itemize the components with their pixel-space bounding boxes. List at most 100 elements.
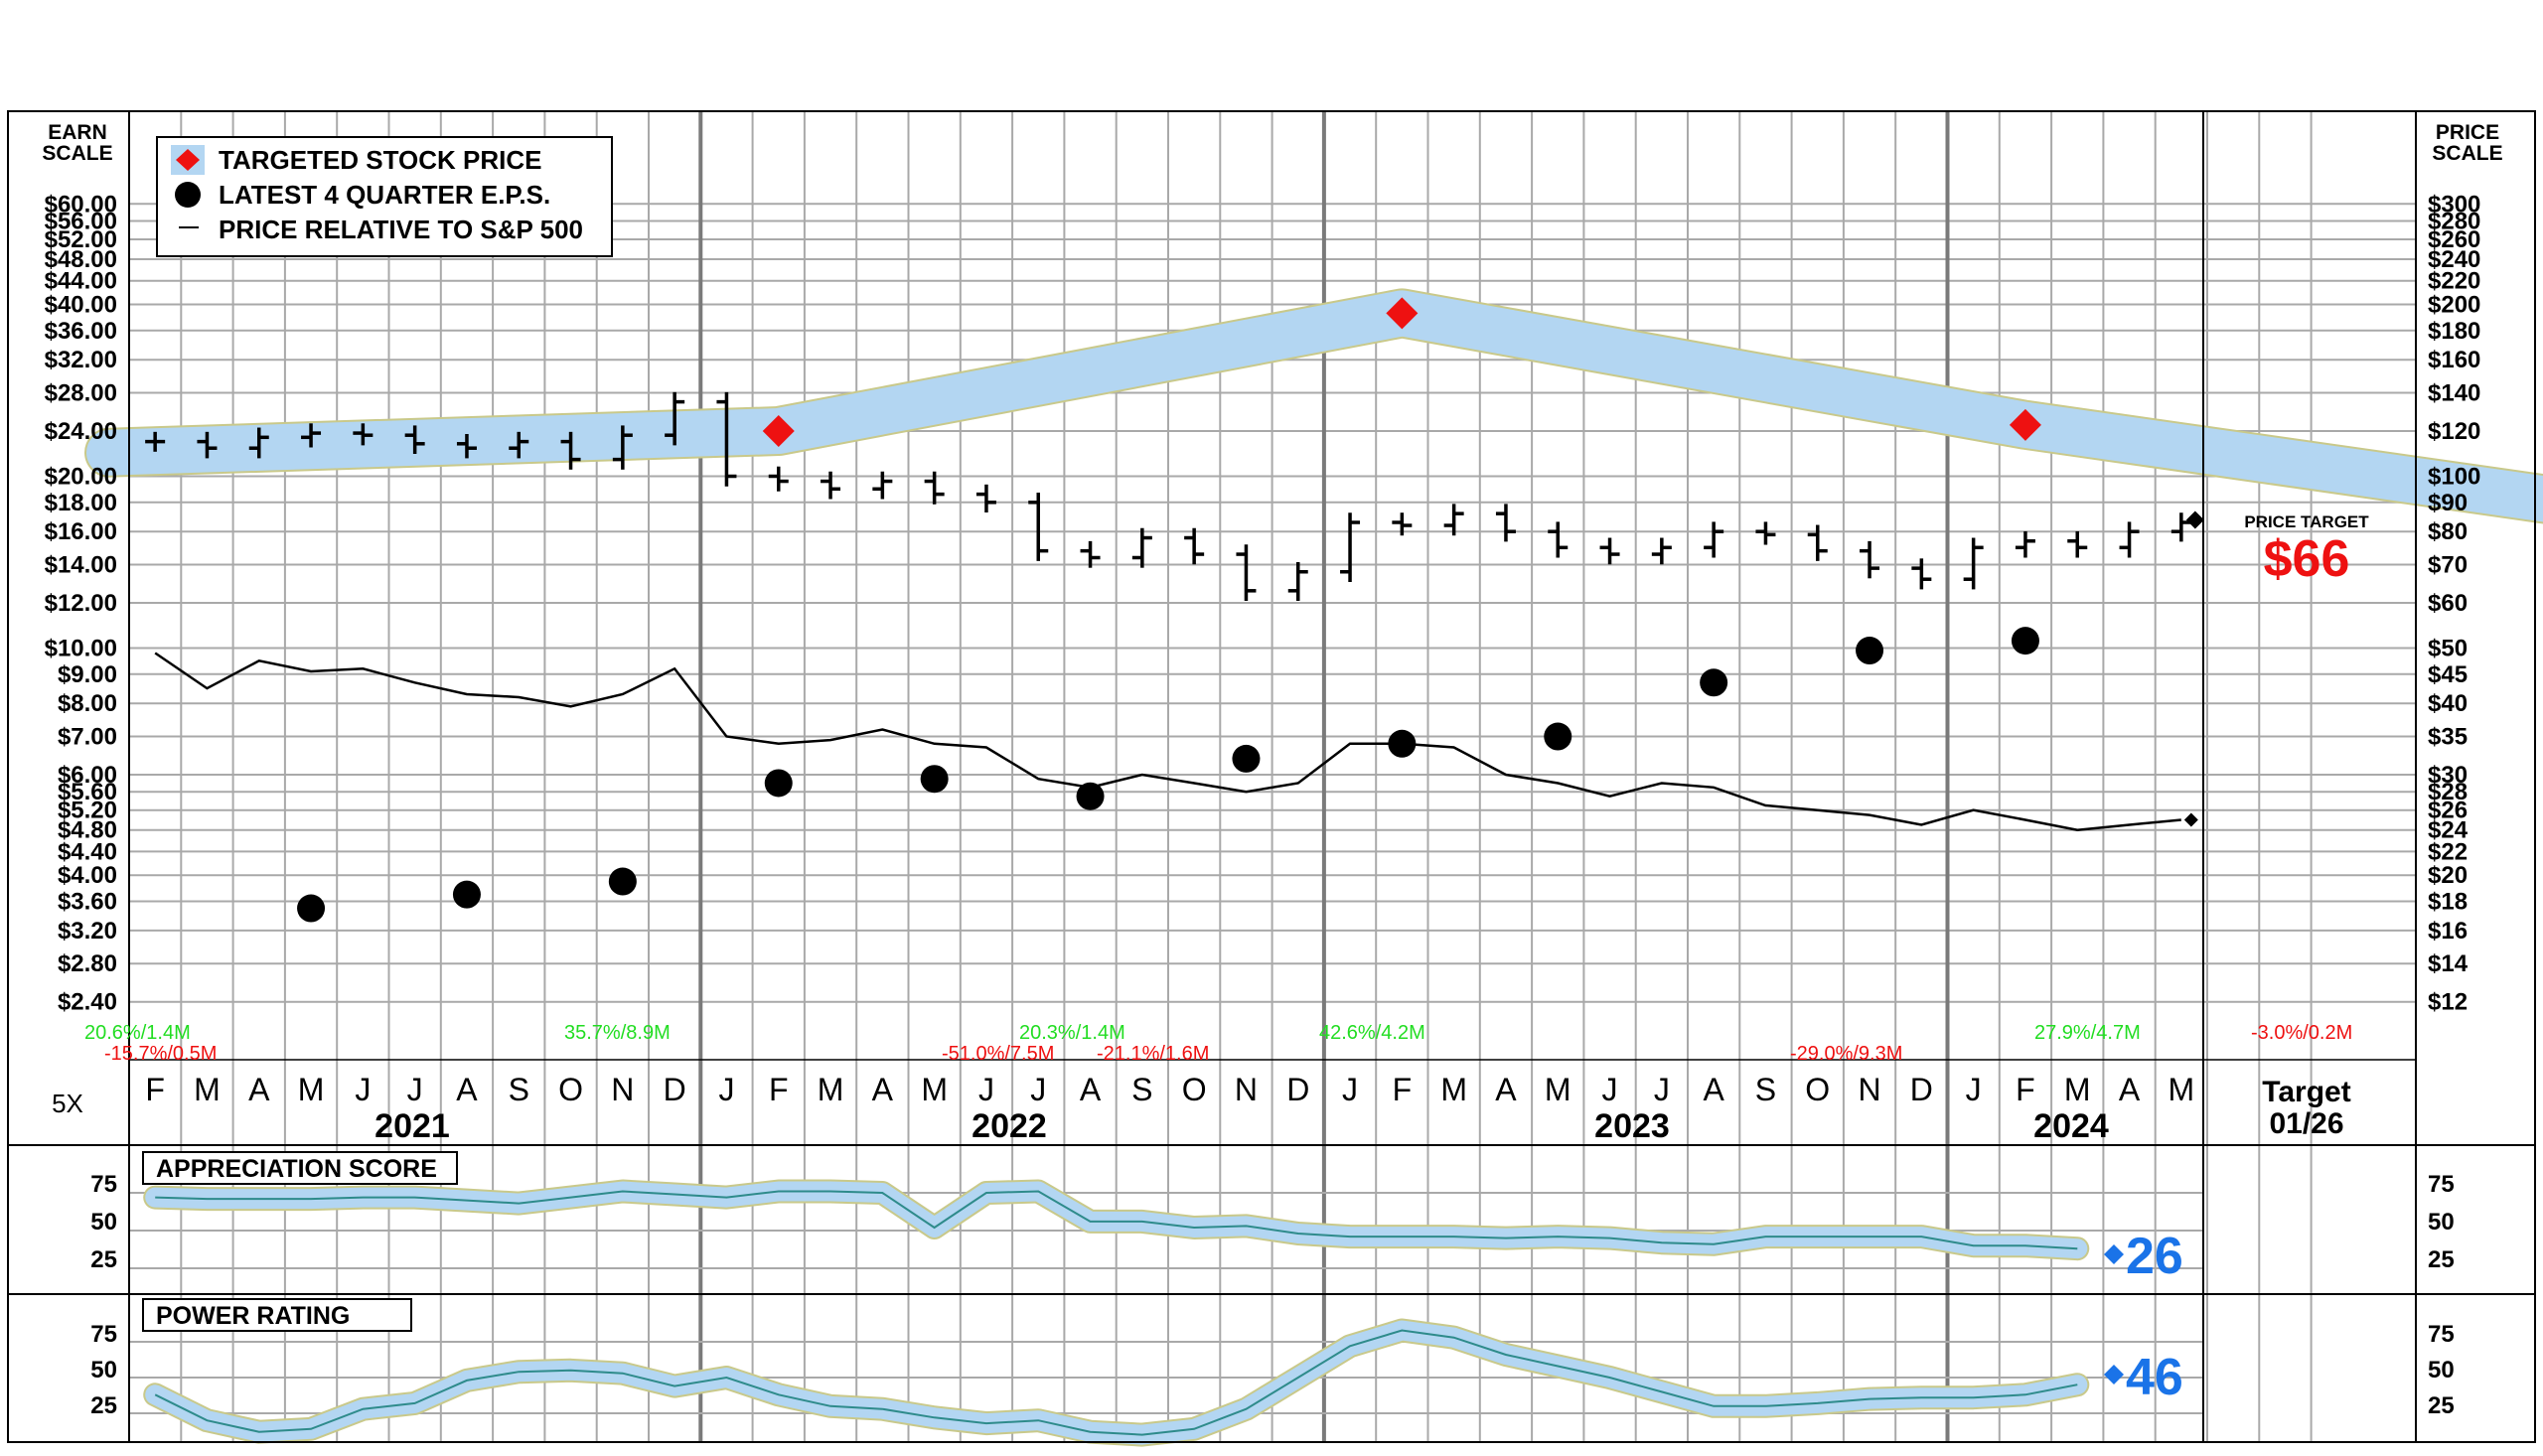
- earn-scale-title-1: EARN: [48, 121, 107, 144]
- eps-point: [1232, 744, 1261, 773]
- annotation-red: -21.1%/1.6M: [1097, 1043, 1209, 1065]
- earn-tick-label: $56.00: [45, 209, 117, 235]
- month-label: J: [1966, 1072, 1982, 1107]
- eps-markers: [297, 627, 2039, 923]
- month-label: S: [509, 1072, 529, 1107]
- month-label: M: [921, 1072, 948, 1107]
- grid: [128, 111, 2416, 1442]
- annotation-green: 27.9%/4.7M: [2034, 1022, 2141, 1044]
- earn-tick-label: $8.00: [58, 690, 117, 717]
- earn-tick-label: $52.00: [45, 226, 117, 253]
- month-label: J: [407, 1072, 423, 1107]
- appreciation-value: 26: [2126, 1228, 2183, 1285]
- earn-tick-label: $24.00: [45, 418, 117, 445]
- relative-strength-line: [154, 652, 2198, 831]
- earn-tick-label: $18.00: [45, 490, 117, 516]
- power-value: 46: [2126, 1349, 2183, 1406]
- month-label: M: [2169, 1072, 2195, 1107]
- earn-tick-label: $28.00: [45, 380, 117, 407]
- earn-scale-title-2: SCALE: [42, 142, 112, 165]
- outer-frame: [7, 110, 2536, 1443]
- price-tick-label: $45: [2428, 661, 2468, 688]
- price-tick-label: $300: [2428, 191, 2480, 218]
- price-tick-label: $100: [2428, 464, 2480, 491]
- appreciation-title-box: [142, 1151, 458, 1185]
- month-label: M: [298, 1072, 325, 1107]
- month-label: N: [611, 1072, 634, 1107]
- month-label: F: [145, 1072, 165, 1107]
- eps-point: [452, 880, 481, 909]
- annotation-green: 20.3%/1.4M: [1019, 1022, 1125, 1044]
- legend-item-eps: LATEST 4 QUARTER E.P.S.: [219, 180, 550, 210]
- power-tick: 50: [2428, 1357, 2455, 1383]
- power-tick: 75: [2428, 1321, 2455, 1348]
- legend-item-targeted: TARGETED STOCK PRICE: [219, 145, 542, 175]
- eps-point: [2011, 627, 2039, 655]
- target-price-point: [1386, 297, 1419, 330]
- earn-tick-label: $9.00: [58, 661, 117, 688]
- month-label: J: [1602, 1072, 1618, 1107]
- month-label: A: [248, 1072, 270, 1107]
- earn-tick-label: $6.00: [58, 762, 117, 789]
- power-tick: 25: [90, 1392, 117, 1419]
- power-tick: 75: [90, 1321, 117, 1348]
- appreciation-tick: 25: [90, 1246, 117, 1273]
- target-price-point: [2009, 408, 2041, 441]
- appreciation-tick: 25: [2428, 1246, 2455, 1273]
- price-target-label: PRICE TARGET: [2244, 512, 2369, 531]
- month-label: D: [1286, 1072, 1309, 1107]
- earn-tick-label: $32.00: [45, 347, 117, 373]
- annotation-green: 42.6%/4.2M: [1319, 1022, 1425, 1044]
- eps-point: [297, 894, 326, 923]
- month-label: A: [1495, 1072, 1517, 1107]
- earn-tick-label: $14.00: [45, 552, 117, 579]
- month-label: J: [1654, 1072, 1670, 1107]
- annotation-green: 35.7%/8.9M: [564, 1022, 671, 1044]
- legend: TARGETED STOCK PRICE LATEST 4 QUARTER E.…: [156, 136, 613, 257]
- price-tick-label: $12: [2428, 989, 2468, 1016]
- price-tick-label: $70: [2428, 552, 2468, 579]
- month-label: N: [1858, 1072, 1880, 1107]
- frames: [7, 110, 2536, 1443]
- appreciation-line: [155, 1190, 2078, 1250]
- price-tick-label: $26: [2428, 798, 2468, 824]
- price-tick-label: $22: [2428, 838, 2468, 865]
- month-label: A: [456, 1072, 478, 1107]
- month-label: D: [664, 1072, 686, 1107]
- earn-tick-label: $5.60: [58, 779, 117, 805]
- target-markers: [762, 297, 2041, 447]
- price-tick-label: $14: [2428, 950, 2468, 977]
- appreciation-tick: 50: [90, 1209, 117, 1236]
- annotation-red: -3.0%/0.2M: [2251, 1022, 2352, 1044]
- year-label: 2024: [2033, 1107, 2109, 1145]
- price-tick-label: $24: [2428, 817, 2468, 844]
- legend-item-relative: PRICE RELATIVE TO S&P 500: [219, 215, 583, 244]
- earn-tick-label: $4.80: [58, 817, 117, 844]
- eps-point: [608, 867, 637, 896]
- month-label: A: [2119, 1072, 2141, 1107]
- target-price-band: [84, 288, 2543, 524]
- eps-point: [920, 765, 949, 794]
- price-tick-label: $16: [2428, 918, 2468, 945]
- legend-box: [156, 136, 613, 257]
- month-label: J: [1342, 1072, 1358, 1107]
- price-tick-label: $20: [2428, 862, 2468, 889]
- year-label: 2023: [1594, 1107, 1670, 1145]
- diamond-icon: [2104, 1365, 2124, 1384]
- earn-tick-label: $2.40: [58, 989, 117, 1016]
- earn-tick-label: $44.00: [45, 268, 117, 295]
- price-tick-label: $30: [2428, 762, 2468, 789]
- price-tick-label: $40: [2428, 690, 2468, 717]
- month-label: S: [1131, 1072, 1152, 1107]
- power-line: [154, 1329, 2078, 1436]
- diamond-icon: [2104, 1244, 2124, 1264]
- target-label-2: 01/26: [2269, 1107, 2343, 1140]
- price-tick-label: $120: [2428, 418, 2480, 445]
- price-tick-label: $50: [2428, 636, 2468, 662]
- month-label: M: [2064, 1072, 2091, 1107]
- power-tick: 25: [2428, 1392, 2455, 1419]
- month-label: F: [1393, 1072, 1413, 1107]
- month-label: A: [1703, 1072, 1724, 1107]
- price-bars: [145, 391, 2204, 602]
